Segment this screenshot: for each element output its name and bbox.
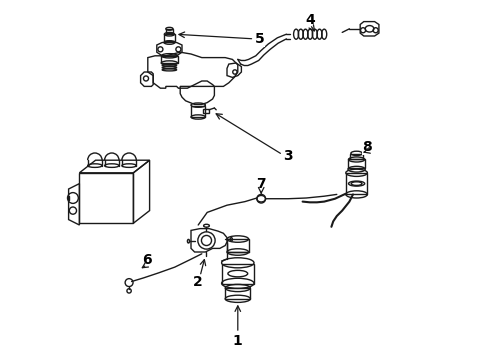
Text: 3: 3 <box>283 149 293 163</box>
Text: 6: 6 <box>142 253 152 267</box>
Bar <box>346 173 368 194</box>
Text: 1: 1 <box>233 334 243 348</box>
Text: 2: 2 <box>194 275 203 288</box>
Bar <box>225 288 250 299</box>
Text: 5: 5 <box>254 32 264 46</box>
Bar <box>348 159 365 168</box>
Bar <box>350 154 363 159</box>
Text: 7: 7 <box>256 177 266 191</box>
Bar <box>203 109 209 113</box>
Bar <box>166 29 173 33</box>
Bar <box>161 56 177 63</box>
Bar <box>164 34 175 41</box>
Bar <box>221 264 254 284</box>
Text: 4: 4 <box>305 13 315 27</box>
Bar <box>191 106 205 117</box>
Text: 8: 8 <box>363 140 372 154</box>
Bar <box>227 239 248 252</box>
